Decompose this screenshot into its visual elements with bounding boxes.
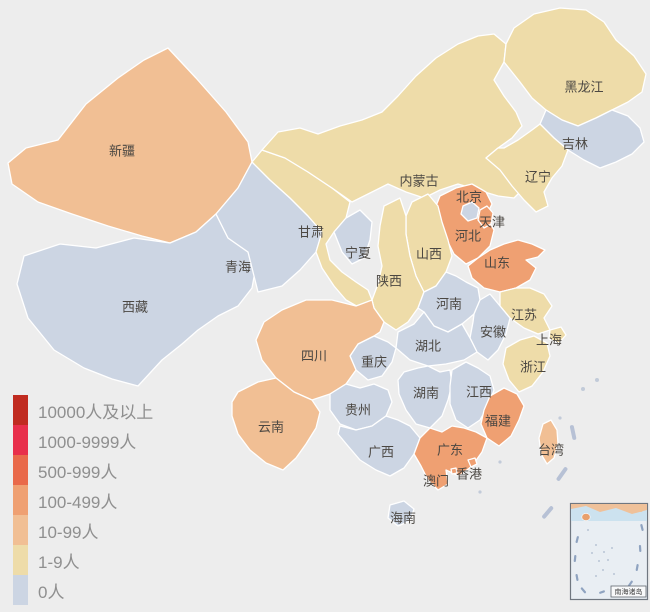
legend-item[interactable]: 100-499人 <box>13 485 153 515</box>
province-xinjiang[interactable] <box>7 47 253 244</box>
province-fujian[interactable] <box>480 387 525 447</box>
island-dot <box>478 490 482 494</box>
province-shanghai[interactable] <box>548 326 567 344</box>
province-neimenggu[interactable] <box>261 33 525 203</box>
province-shapes <box>7 7 647 527</box>
province-hainan[interactable] <box>387 500 415 527</box>
province-liaoning[interactable] <box>485 123 569 213</box>
south-china-sea-inset: 南海诸岛 <box>569 502 649 601</box>
province-hubei[interactable] <box>395 311 478 367</box>
province-zhejiang[interactable] <box>502 335 551 393</box>
province-aomen[interactable] <box>450 467 458 475</box>
legend-label: 1-9人 <box>38 552 80 572</box>
inset-island-dots <box>587 529 615 577</box>
province-taiwan[interactable] <box>538 419 559 465</box>
province-beijing[interactable] <box>460 201 480 222</box>
legend-swatch <box>13 425 28 455</box>
province-shandong[interactable] <box>467 239 546 293</box>
legend-item[interactable]: 1000-9999人 <box>13 425 153 455</box>
dash-segment <box>556 467 568 481</box>
province-heilongjiang[interactable] <box>503 7 647 127</box>
inset-dash-line <box>573 524 644 594</box>
province-tianjin[interactable] <box>477 205 494 229</box>
legend-label: 1000-9999人 <box>38 432 137 452</box>
legend-item[interactable]: 10-99人 <box>13 515 153 545</box>
province-guangdong[interactable] <box>413 425 488 491</box>
legend-swatch <box>13 515 28 545</box>
legend-item[interactable]: 0人 <box>13 575 153 605</box>
province-anhui[interactable] <box>469 293 511 361</box>
island-dot <box>558 416 562 420</box>
legend-swatch <box>13 395 28 425</box>
legend-item[interactable]: 500-999人 <box>13 455 153 485</box>
province-ningxia[interactable] <box>333 209 373 265</box>
province-gansu[interactable] <box>251 149 373 309</box>
inset-mainland <box>571 504 647 514</box>
island-dot <box>498 460 502 464</box>
inset-taiwan <box>639 506 643 512</box>
inset-label: 南海诸岛 <box>615 587 643 596</box>
legend-item[interactable]: 1-9人 <box>13 545 153 575</box>
legend-label: 0人 <box>38 582 65 602</box>
inset-hainan <box>581 513 591 521</box>
province-xizang[interactable] <box>16 213 257 387</box>
province-xianggang[interactable] <box>467 457 478 468</box>
legend-label: 10000人及以上 <box>38 402 154 422</box>
legend-swatch <box>13 485 28 515</box>
province-guizhou[interactable] <box>329 383 393 431</box>
dash-segment <box>569 425 577 440</box>
legend-item[interactable]: 10000人及以上 <box>13 395 153 425</box>
legend-label: 100-499人 <box>38 492 118 512</box>
province-yunnan[interactable] <box>231 377 321 471</box>
legend-label: 10-99人 <box>38 522 99 542</box>
legend-swatch <box>13 545 28 575</box>
province-shaanxi[interactable] <box>371 197 425 331</box>
legend-label: 500-999人 <box>38 462 118 482</box>
legend: 10000人及以上 1000-9999人 500-999人 100-499人 10-99… <box>13 395 153 605</box>
province-sichuan[interactable] <box>255 299 385 401</box>
legend-swatch <box>13 575 28 605</box>
legend-swatch <box>13 455 28 485</box>
inset-label-box <box>610 585 647 598</box>
dash-segment <box>542 506 554 519</box>
province-hunan[interactable] <box>397 365 453 429</box>
island-dot <box>595 378 599 382</box>
island-dot <box>581 387 585 391</box>
nine-dash-line <box>478 378 599 519</box>
